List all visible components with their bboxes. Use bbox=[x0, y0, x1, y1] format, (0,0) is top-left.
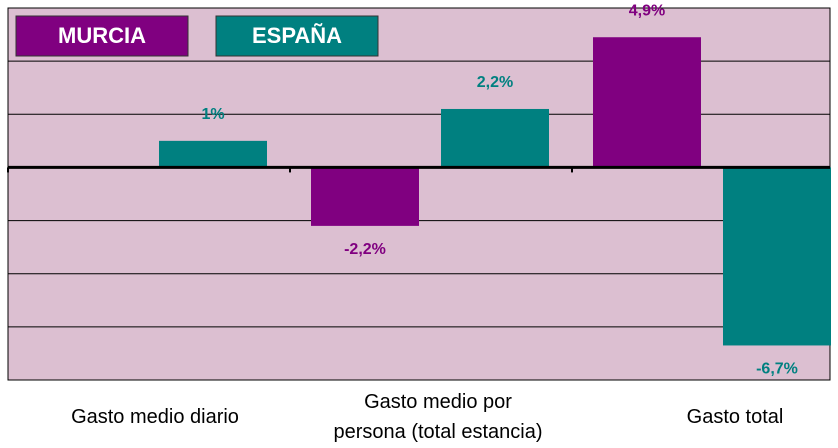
bar bbox=[159, 140, 267, 168]
x-tick-label: Gasto total bbox=[686, 406, 784, 428]
legend-box bbox=[215, 15, 379, 57]
x-tick-label: Gasto medio por persona (total estancia) bbox=[333, 391, 543, 443]
legend-label: MURCIA bbox=[58, 23, 146, 48]
bar bbox=[723, 167, 831, 346]
chart: -2,2% 4,9% 1% 2,2% -6,7% MURCIA ESPAÑA bbox=[7, 2, 831, 381]
data-label: 2,2% bbox=[477, 74, 513, 91]
data-label: -6,7% bbox=[756, 361, 798, 378]
data-label: -2,2% bbox=[344, 241, 386, 258]
bar bbox=[593, 37, 701, 168]
legend-label: ESPAÑA bbox=[252, 23, 342, 48]
data-label: 1% bbox=[201, 106, 224, 123]
legend-box bbox=[15, 15, 189, 57]
x-tick-label: Gasto medio diario bbox=[71, 406, 239, 428]
data-label: 4,9% bbox=[629, 2, 665, 19]
bar bbox=[311, 167, 419, 226]
bar bbox=[441, 108, 549, 168]
